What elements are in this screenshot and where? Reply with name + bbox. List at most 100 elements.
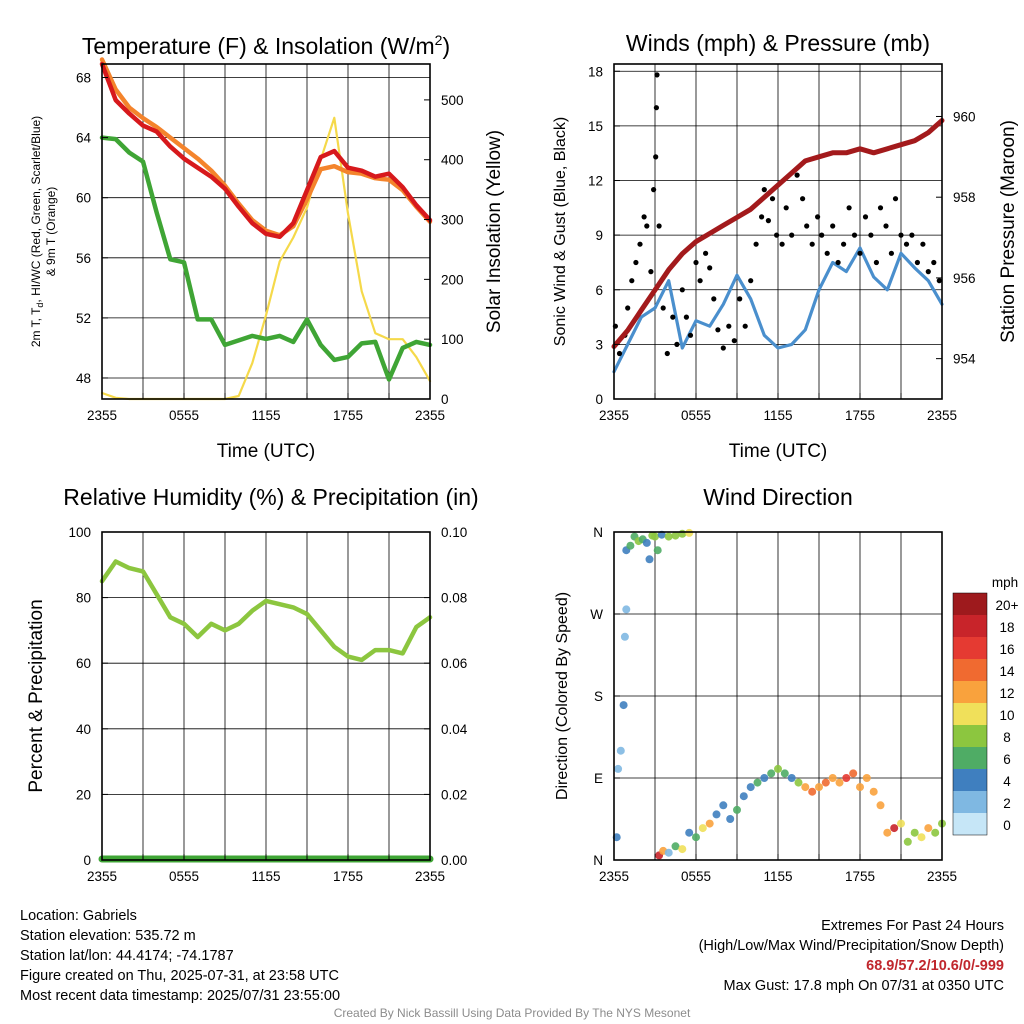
temperature-chart-y-tick-label: 56 [76, 251, 91, 266]
wind-direction-chart-direction-point [671, 531, 680, 540]
winds-chart-gust-point [809, 241, 815, 247]
wind-direction-chart-direction-point [780, 769, 789, 778]
extremes-subheading: (High/Low/Max Wind/Precipitation/Snow De… [698, 938, 1004, 954]
humidity-chart-x-tick-label: 1155 [251, 869, 280, 884]
temperature-chart-x-tick-label: 2355 [87, 408, 117, 423]
temperature-chart-y2-tick-label: 300 [441, 213, 464, 228]
temperature-chart-y-tick-label: 52 [76, 311, 91, 326]
winds-chart-gust-point [830, 223, 836, 229]
winds-chart-gust-point [841, 241, 847, 247]
temperature-chart-x-tick-label: 0555 [169, 408, 199, 423]
wind-direction-chart-colorbar-label: 0 [1003, 818, 1011, 833]
winds-chart-gridlines [654, 64, 902, 399]
winds-chart-gust-point [769, 196, 776, 202]
winds-chart-gust-point [819, 232, 825, 238]
temperature-chart-y2-tick-label: 500 [441, 93, 464, 108]
winds-chart-gust-point [683, 314, 690, 320]
winds-chart-gust-point [653, 105, 660, 111]
wind-direction-chart-colorbar-swatch [953, 615, 987, 637]
winds-chart-gust-point [625, 305, 631, 311]
wind-direction-chart-direction-point [692, 833, 700, 842]
wind-direction-chart-direction-point [835, 778, 844, 787]
winds-chart-gust-point [670, 314, 676, 320]
humidity-chart-y2-tick-label: 0.10 [441, 525, 467, 540]
winds-chart-y-tick-label: 0 [595, 392, 603, 407]
wind-direction-chart-colorbar-label: 4 [1003, 774, 1011, 789]
max-gust: Max Gust: 17.8 mph On 07/31 at 0350 UTC [723, 978, 1004, 994]
wind-direction-chart-direction-point [917, 833, 926, 842]
winds-chart-gust-point [862, 214, 869, 220]
wind-direction-chart-direction-point [808, 787, 817, 796]
humidity-chart-x-tick-label: 2355 [87, 869, 117, 884]
wind-direction-chart-direction-point [733, 805, 741, 814]
humidity-chart-x-tick-label: 2355 [415, 869, 445, 884]
wind-direction-chart-colorbar-label: 12 [999, 686, 1014, 701]
winds-chart-gust-point [761, 187, 767, 193]
wind-direction-chart-direction-point [678, 529, 687, 538]
winds-chart-gust-point [748, 278, 754, 284]
station-latlon: Station lat/lon: 44.4174; -74.1787 [20, 948, 234, 964]
wind-direction-chart-direction-point [883, 828, 892, 837]
winds-chart-gust-point [835, 259, 841, 266]
temperature-chart-y2-tick-label: 400 [441, 153, 464, 168]
winds-chart-gust-point [765, 218, 772, 224]
winds-chart-gust-point [687, 332, 694, 338]
wind-direction-chart-colorbar-swatch [953, 637, 987, 659]
winds-chart-y2-tick-label: 956 [953, 271, 976, 286]
temperature-chart-title: Temperature (F) & Insolation (W/m2) [82, 32, 450, 59]
wind-direction-chart-colorbar-swatch [953, 813, 987, 835]
winds-chart-y-tick-label: 3 [595, 337, 603, 352]
winds-chart-gust-point [679, 287, 685, 293]
winds-chart-x-tick-label: 1755 [845, 408, 875, 423]
wind-direction-chart-colorbar-swatch [953, 769, 987, 791]
wind-direction-chart-direction-point [924, 824, 933, 833]
wind-direction-chart-direction-point [614, 764, 623, 773]
humidity-chart-y2-tick-label: 0.08 [441, 591, 467, 606]
wind-direction-chart-direction-point [642, 538, 651, 547]
winds-chart-gust-point [654, 72, 660, 78]
winds-chart-gust-point [892, 196, 899, 202]
winds-chart-x-axis-label: Time (UTC) [729, 441, 828, 462]
winds-chart-gust-point [641, 214, 647, 220]
wind-direction-chart-direction-point [626, 541, 635, 550]
wind-direction-chart-x-tick-label: 1755 [845, 869, 875, 884]
winds-chart-y-tick-label: 18 [588, 64, 603, 79]
extremes-panel: Extremes For Past 24 Hours (High/Low/Max… [699, 916, 1004, 996]
winds-chart-gust-point [653, 154, 659, 160]
wind-direction-chart-y-tick-label: W [590, 607, 603, 622]
temperature-chart-x-tick-label: 1155 [251, 408, 280, 423]
winds-chart-gust-point [925, 269, 931, 275]
wind-direction-chart-direction-point [767, 769, 776, 778]
wind-direction-chart-direction-point [890, 824, 899, 833]
winds-chart-gust-point [697, 278, 703, 284]
winds-chart-y2-tick-label: 960 [953, 109, 976, 124]
wind-direction-chart-direction-point [685, 828, 694, 837]
winds-chart-pressure-line [611, 118, 945, 349]
wind-direction-chart-y-axis-label: Direction (Colored By Speed) [554, 592, 571, 800]
humidity-chart-gridlines [142, 532, 390, 860]
wind-direction-chart-x-tick-label: 2355 [927, 869, 957, 884]
humidity-chart-rh-line [99, 559, 433, 663]
wind-direction-chart-title: Wind Direction [703, 484, 853, 510]
wind-direction-chart-y-tick-label: E [594, 771, 603, 786]
wind-direction-chart-colorbar-label: 6 [1003, 752, 1011, 767]
winds-chart-y-axis-label: Sonic Wind & Gust (Blue, Black) [552, 117, 569, 346]
winds-chart-y-tick-label: 6 [595, 283, 603, 298]
wind-direction-chart-colorbar-label: 16 [999, 642, 1014, 657]
winds-chart-gust-point [783, 205, 789, 211]
wind-direction-chart-direction-point [619, 701, 628, 710]
humidity-chart-x-tick-label: 0555 [169, 869, 199, 884]
winds-chart-gust-point [707, 265, 713, 271]
winds-chart-x-tick-label: 1155 [763, 408, 792, 423]
winds-chart-gust-point [759, 214, 765, 220]
credit-line: Created By Nick Bassill Using Data Provi… [333, 1006, 691, 1020]
humidity-chart-y-tick-label: 40 [76, 722, 91, 737]
wind-direction-chart-colorbar-swatch [953, 725, 987, 747]
winds-chart-gust-point [651, 187, 657, 193]
winds-chart-gust-point [637, 241, 643, 247]
wind-direction-chart-direction-point [726, 815, 735, 823]
wind-direction-chart-direction-point [645, 555, 654, 564]
humidity-chart-y2-tick-label: 0.00 [441, 853, 467, 868]
winds-chart-gust-point [931, 259, 937, 266]
